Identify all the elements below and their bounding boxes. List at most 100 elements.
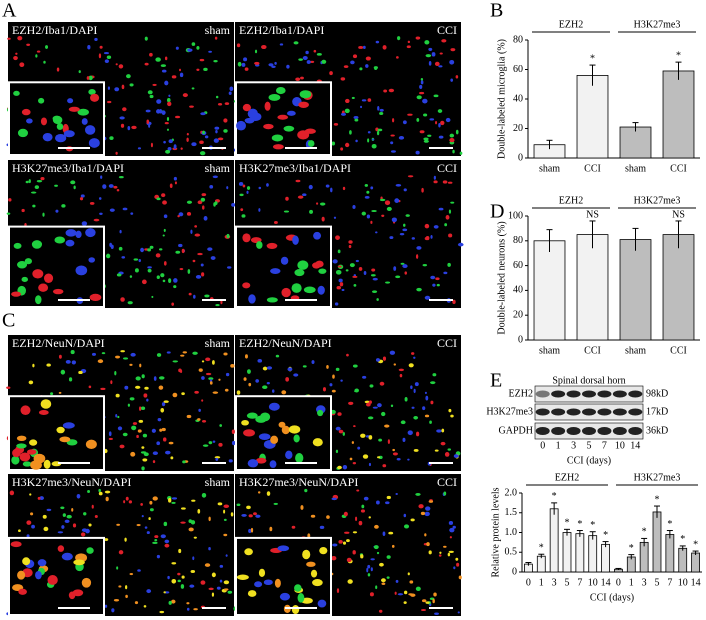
cell	[215, 129, 218, 134]
cell	[340, 112, 347, 116]
cell	[123, 500, 126, 504]
cell	[453, 566, 456, 570]
cell	[148, 123, 151, 128]
cell	[307, 140, 315, 147]
cell	[356, 489, 360, 492]
cell	[247, 459, 259, 468]
cell	[231, 429, 235, 434]
cell	[352, 54, 358, 59]
cell	[381, 214, 385, 217]
cell	[223, 129, 228, 133]
cell	[129, 83, 134, 87]
blot-row-label: H3K27me3	[486, 406, 533, 417]
cell	[186, 602, 190, 605]
cell	[298, 58, 303, 61]
cell	[108, 184, 114, 188]
annotation: NS	[672, 209, 685, 220]
cell	[12, 448, 21, 458]
cell	[201, 399, 204, 402]
x-tick-label: 14	[691, 577, 701, 588]
bar	[619, 239, 652, 341]
cell	[448, 550, 454, 553]
cell	[188, 527, 194, 532]
panel-label: A	[2, 0, 17, 22]
bar	[575, 533, 585, 573]
cell	[212, 175, 218, 179]
cell	[18, 529, 21, 533]
y-tick-label: 80	[513, 235, 523, 246]
cell	[135, 376, 141, 381]
cell	[166, 117, 170, 121]
cell	[102, 184, 107, 189]
cell	[28, 380, 34, 385]
cell	[158, 376, 165, 380]
cell	[424, 533, 427, 537]
cell	[285, 450, 293, 460]
cell	[422, 406, 426, 411]
cell	[331, 389, 336, 393]
cell	[295, 453, 304, 463]
cell	[179, 267, 184, 271]
cell	[304, 128, 316, 134]
cell	[57, 545, 65, 552]
cell	[88, 385, 92, 389]
cell	[125, 585, 128, 590]
group-label: EZH2	[559, 19, 583, 30]
stain-label: EZH2/NeuN/DAPI	[239, 336, 332, 350]
cell	[411, 237, 415, 240]
cell	[105, 496, 109, 502]
cell	[52, 115, 63, 125]
blot-xlabel: CCI (days)	[567, 455, 611, 466]
cell	[367, 138, 370, 143]
cell	[191, 142, 197, 147]
cell	[292, 235, 299, 245]
cell	[351, 441, 354, 444]
cell	[26, 449, 37, 455]
cell	[35, 570, 42, 580]
cell	[202, 444, 209, 447]
cell	[262, 385, 268, 389]
cell	[98, 53, 102, 59]
cell	[398, 368, 404, 372]
cell	[335, 235, 340, 240]
cell	[375, 40, 380, 44]
cell	[198, 408, 201, 412]
cell	[58, 354, 62, 359]
cell	[207, 247, 213, 251]
cell	[31, 524, 35, 529]
cell	[215, 95, 219, 99]
cell	[42, 514, 47, 519]
cell	[362, 45, 366, 50]
cell	[88, 523, 92, 527]
cell	[88, 138, 100, 148]
cell	[299, 90, 312, 99]
cell	[439, 52, 443, 55]
cell	[164, 80, 169, 86]
y-tick-label: 1.5	[505, 507, 518, 518]
cell	[367, 416, 374, 420]
cell	[218, 378, 221, 381]
cell	[163, 400, 169, 403]
cell	[164, 121, 169, 125]
cell	[438, 554, 442, 557]
cell	[127, 125, 131, 131]
cell	[149, 245, 154, 249]
cell	[277, 545, 290, 552]
cell	[258, 208, 261, 212]
cell	[424, 295, 431, 300]
cell	[331, 555, 337, 561]
cell	[254, 49, 258, 54]
cell	[441, 39, 447, 43]
cell	[438, 65, 443, 68]
cell	[444, 223, 448, 227]
cell	[115, 414, 118, 418]
cell	[54, 184, 58, 187]
cell	[13, 90, 20, 96]
x-tick-label: 0	[616, 577, 621, 588]
annotation: *	[590, 53, 595, 64]
cell	[104, 604, 108, 608]
cell	[420, 511, 426, 516]
cell	[414, 382, 419, 387]
cell	[430, 381, 436, 385]
cell	[87, 44, 91, 50]
